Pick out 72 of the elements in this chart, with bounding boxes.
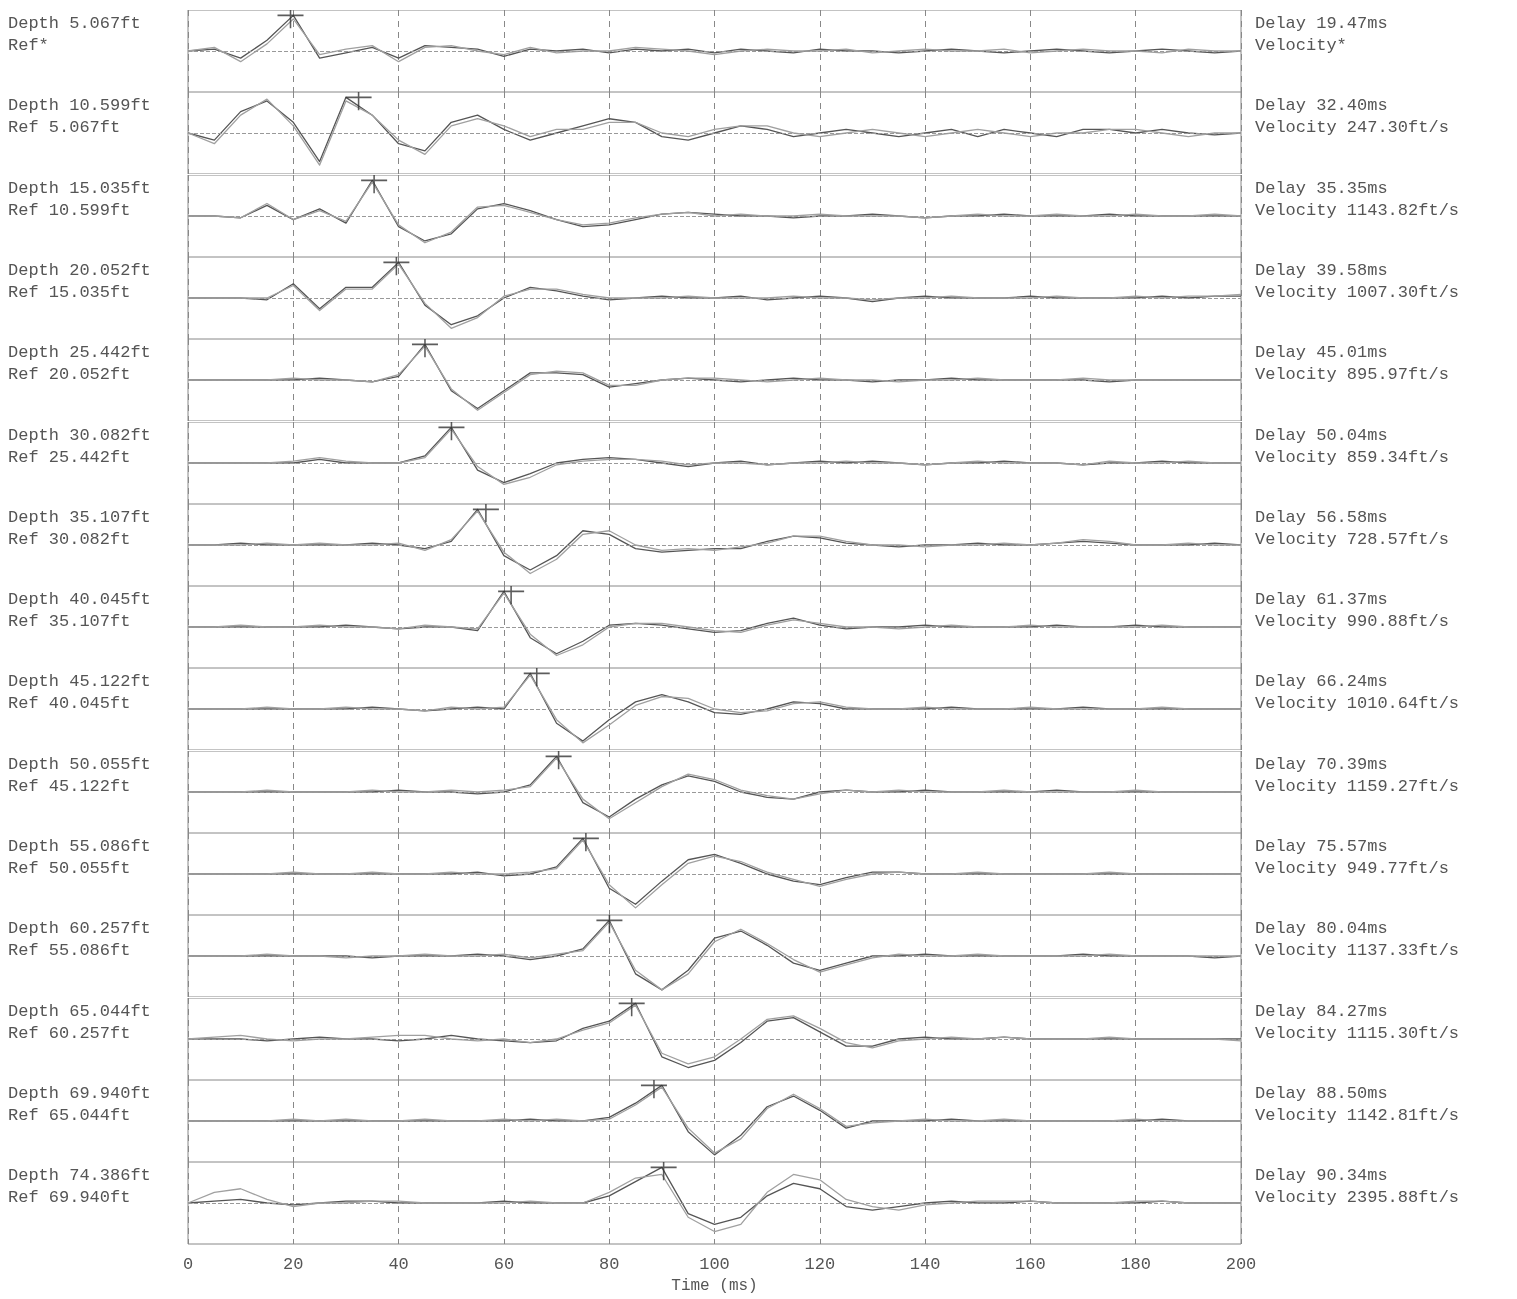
x-axis-title: Time (ms) xyxy=(671,1277,758,1296)
text: Depth 60.257ft xyxy=(8,918,151,941)
text: Velocity 728.57ft/s xyxy=(1255,528,1449,551)
text: Depth 25.442ft xyxy=(8,342,151,365)
x-tick-label: 200 xyxy=(1225,1255,1257,1275)
text: Depth 45.122ft xyxy=(8,671,151,694)
x-tick-label: 120 xyxy=(804,1255,836,1275)
text: Ref 65.044ft xyxy=(8,1104,131,1127)
x-tick-label: 140 xyxy=(909,1255,941,1275)
text: Delay 80.04ms xyxy=(1255,918,1388,941)
text: Delay 75.57ms xyxy=(1255,836,1388,858)
text: Delay 50.04ms xyxy=(1255,424,1388,447)
text: Ref 15.035ft xyxy=(8,281,131,304)
x-tick-label: 60 xyxy=(493,1255,515,1275)
text: Velocity 1142.81ft/s xyxy=(1255,1104,1460,1127)
text: Velocity 1159.27ft/s xyxy=(1255,775,1460,798)
text: Ref 55.086ft xyxy=(8,940,131,963)
text: Ref 60.257ft xyxy=(8,1022,131,1045)
x-tick-label: 180 xyxy=(1120,1255,1151,1275)
text: Delay 70.39ms xyxy=(1255,753,1388,776)
text: Delay 56.58ms xyxy=(1255,506,1388,529)
text: Velocity* xyxy=(1255,35,1347,57)
text: Ref 5.067ft xyxy=(8,117,121,140)
text: Delay 61.37ms xyxy=(1255,589,1388,612)
text: Depth 30.082ft xyxy=(8,424,151,447)
text: Velocity 247.30ft/s xyxy=(1255,117,1449,140)
text: Velocity 859.34ft/s xyxy=(1255,446,1449,469)
text: Delay 84.27ms xyxy=(1255,1000,1388,1023)
text: Velocity 1137.33ft/s xyxy=(1255,940,1460,963)
text: Delay 90.34ms xyxy=(1255,1165,1388,1188)
text: Velocity 1115.30ft/s xyxy=(1255,1022,1460,1045)
text: Depth 50.055ft xyxy=(8,753,151,776)
text: Ref 40.045ft xyxy=(8,693,131,716)
x-tick-label: 100 xyxy=(699,1255,730,1275)
text: Depth 35.107ft xyxy=(8,506,151,529)
text: Delay 45.01ms xyxy=(1255,342,1388,365)
text: Velocity 1143.82ft/s xyxy=(1255,199,1460,222)
text: Velocity 895.97ft/s xyxy=(1255,364,1449,387)
x-tick-label: 80 xyxy=(599,1255,620,1275)
text: Depth 55.086ft xyxy=(8,836,151,858)
text: Depth 15.035ft xyxy=(8,177,151,200)
x-tick-label: 40 xyxy=(388,1255,409,1275)
text: Delay 32.40ms xyxy=(1255,95,1388,118)
text: Ref 69.940ft xyxy=(8,1187,131,1210)
text: Velocity 990.88ft/s xyxy=(1255,611,1449,634)
text: Delay 88.50ms xyxy=(1255,1082,1388,1105)
text: Velocity 1007.30ft/s xyxy=(1255,281,1460,304)
text: Depth 20.052ft xyxy=(8,259,151,282)
text: Depth 65.044ft xyxy=(8,1000,151,1023)
text: Delay 39.58ms xyxy=(1255,259,1388,282)
text: Depth 74.386ft xyxy=(8,1165,151,1188)
text: Delay 66.24ms xyxy=(1255,671,1388,694)
text: Ref* xyxy=(8,35,49,57)
text: Ref 10.599ft xyxy=(8,199,131,222)
x-tick-label: 160 xyxy=(1015,1255,1046,1275)
text: Ref 45.122ft xyxy=(8,775,131,798)
text: Delay 19.47ms xyxy=(1255,13,1388,35)
text: Depth 40.045ft xyxy=(8,589,151,612)
text: Ref 25.442ft xyxy=(8,446,131,469)
x-tick-label: 20 xyxy=(283,1255,304,1275)
text: Ref 50.055ft xyxy=(8,858,131,880)
text: Ref 30.082ft xyxy=(8,528,131,551)
text: Depth 10.599ft xyxy=(8,95,151,118)
text: Velocity 949.77ft/s xyxy=(1255,858,1449,880)
text: Velocity 1010.64ft/s xyxy=(1255,693,1460,716)
text: Depth 69.940ft xyxy=(8,1082,151,1105)
text: Ref 35.107ft xyxy=(8,611,131,634)
text: Ref 20.052ft xyxy=(8,364,131,387)
text: Velocity 2395.88ft/s xyxy=(1255,1187,1460,1210)
text: Depth 5.067ft xyxy=(8,13,141,35)
x-tick-label: 0 xyxy=(182,1255,194,1275)
text: Delay 35.35ms xyxy=(1255,177,1388,200)
